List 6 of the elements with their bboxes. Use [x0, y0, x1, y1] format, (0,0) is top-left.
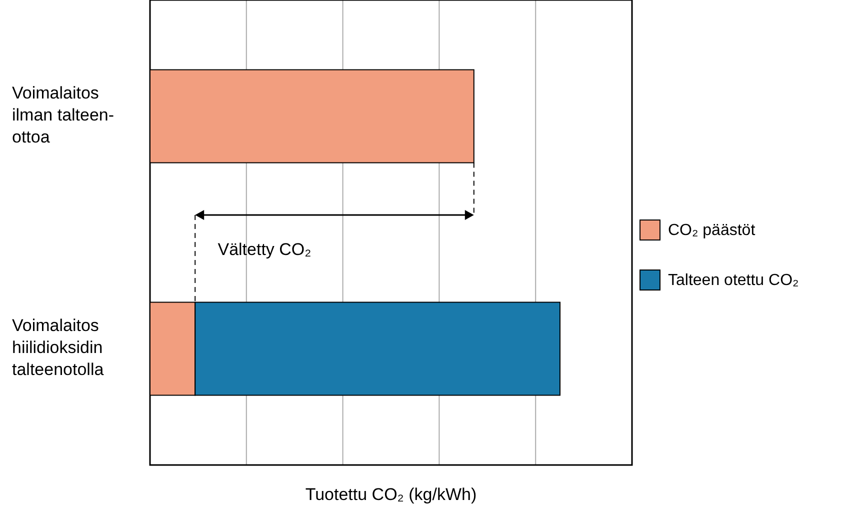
x-axis-title: Tuotettu CO₂ (kg/kWh)	[305, 485, 477, 504]
legend-label: Talteen otettu CO₂	[668, 272, 799, 289]
y-tick-label: Voimalaitos ilman talteen- ottoa	[12, 84, 114, 147]
y-tick-label: Voimalaitos hiilidioksidin talteenotolla	[12, 316, 104, 380]
annotation: Vältetty CO₂	[218, 240, 312, 259]
legend-label: CO₂ päästöt	[668, 222, 756, 239]
